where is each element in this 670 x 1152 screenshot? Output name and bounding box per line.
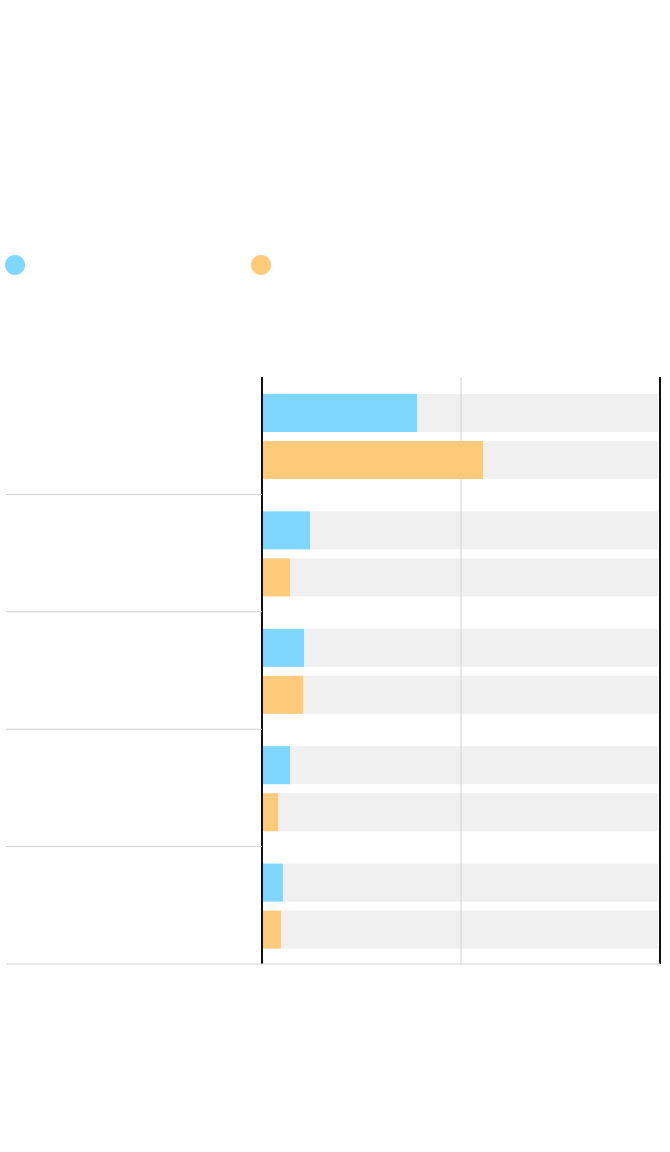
- bar: [263, 441, 484, 479]
- bar: [263, 675, 304, 714]
- legend-marker: [251, 255, 271, 275]
- bar-track: [262, 675, 658, 714]
- bar-track: [262, 910, 658, 949]
- bar: [263, 746, 291, 785]
- bar-track: [262, 863, 658, 902]
- bar: [263, 863, 283, 902]
- bar: [263, 628, 304, 667]
- bar: [263, 394, 418, 432]
- bar-track: [262, 511, 658, 550]
- legend-marker: [5, 255, 25, 275]
- bar: [263, 793, 279, 832]
- bar-track: [262, 746, 658, 785]
- bar: [263, 558, 291, 597]
- bar-track: [262, 793, 658, 832]
- bar-track: [262, 558, 658, 597]
- bar-track: [262, 628, 658, 667]
- bar: [263, 910, 281, 949]
- bar: [263, 511, 310, 550]
